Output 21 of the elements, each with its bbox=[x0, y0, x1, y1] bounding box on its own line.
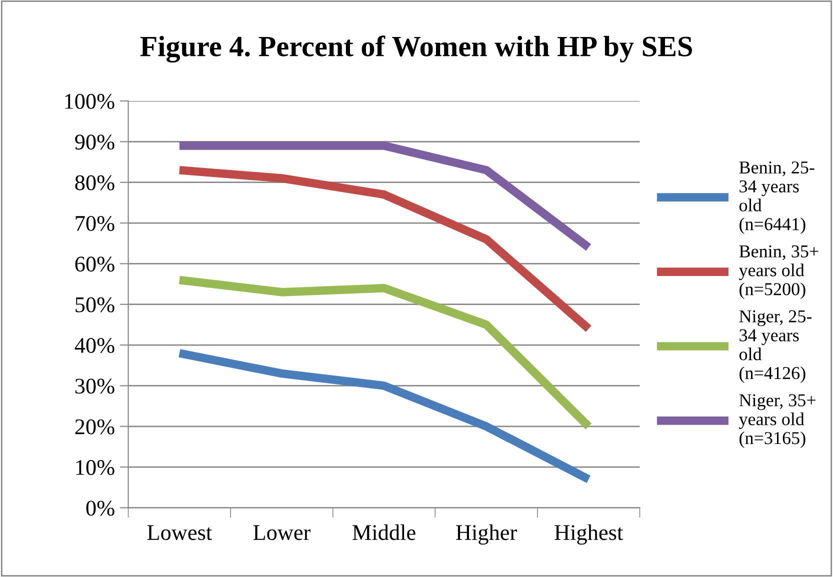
x-tick-label: Lowest bbox=[147, 525, 212, 540]
y-tick-label: 60% bbox=[75, 256, 114, 272]
y-tick-label: 40% bbox=[74, 338, 114, 354]
x-tick-label: Lower bbox=[253, 525, 311, 540]
y-tick-label: 100% bbox=[65, 94, 114, 109]
x-tick-label: Highest bbox=[554, 524, 624, 545]
chart-title: Figure 4. Percent of Women with HP by SES bbox=[140, 36, 692, 63]
legend-label: Niger, 35+ years old (n=3165) bbox=[738, 394, 816, 448]
legend-label: Benin, 25- 34 years old (n=6441) bbox=[739, 161, 814, 234]
legend-label: Benin, 35+ years old (n=5200) bbox=[738, 245, 818, 299]
y-tick-label: 10% bbox=[76, 460, 114, 476]
y-tick-label: 30% bbox=[75, 378, 114, 394]
y-tick-label: 50% bbox=[76, 297, 114, 312]
y-tick-label: 20% bbox=[75, 419, 114, 434]
y-tick-label: 80% bbox=[75, 175, 114, 190]
y-tick-label: 0% bbox=[86, 500, 114, 516]
x-tick-label: Middle bbox=[352, 524, 416, 540]
x-tick-label: Higher bbox=[456, 524, 517, 545]
legend-label: Niger, 25- 34 years old (n=4126) bbox=[739, 310, 812, 383]
y-tick-label: 90% bbox=[75, 134, 114, 150]
y-tick-label: 70% bbox=[76, 216, 114, 232]
